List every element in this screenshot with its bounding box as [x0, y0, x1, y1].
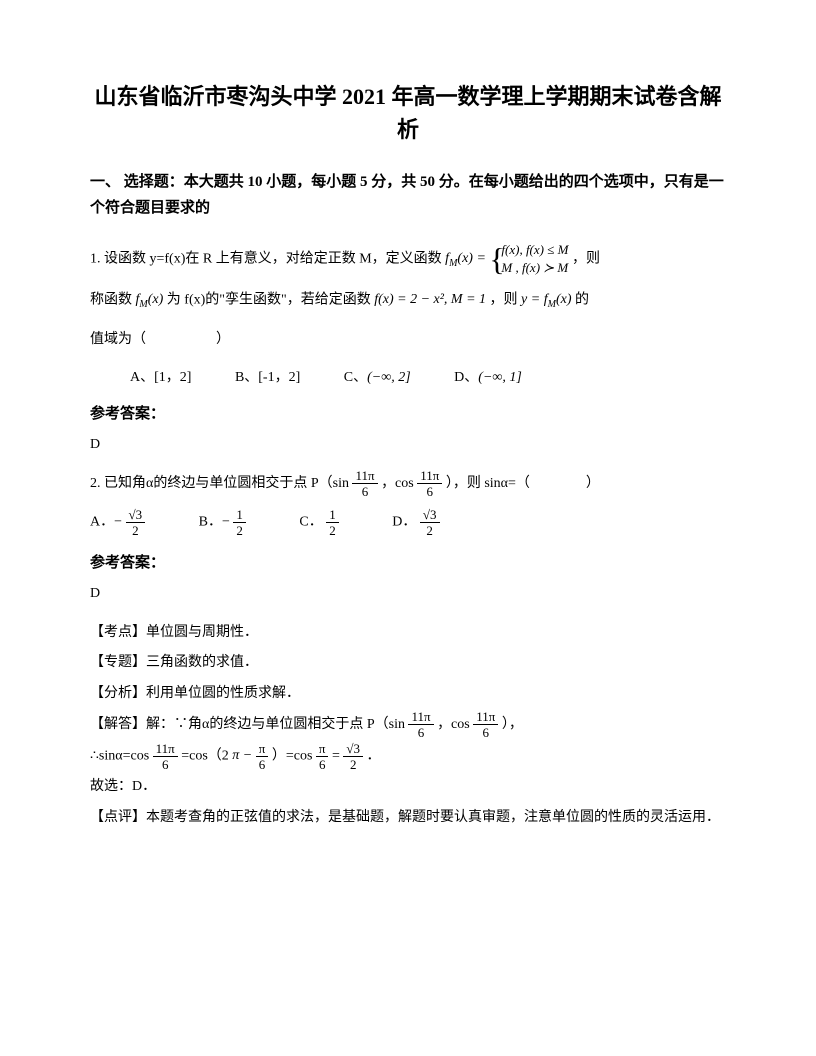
q2-jieda-frac2: 11π 6: [473, 710, 498, 739]
q2-opt-c: C． 12: [299, 508, 338, 537]
q1-fx: f(x) = 2 − x², M = 1: [374, 285, 486, 316]
q1-answer-label: 参考答案：: [90, 402, 726, 423]
question-1-line2: 称函数 fM(x) 为 f(x)的"孪生函数"，若给定函数 f(x) = 2 −…: [90, 285, 726, 316]
q2-opt-a: A．− √32: [90, 508, 145, 537]
q1-fmx: fM(x): [136, 285, 164, 316]
q1-brace-formula: f(x), f(x) ≤ M M , f(x) ≻ M: [489, 241, 568, 277]
q2-zhuanti: 【专题】三角函数的求值．: [90, 648, 726, 679]
q2-frac1: 11π 6: [352, 469, 377, 498]
q1-text-start: 1. 设函数 y=f(x)在 R 上有意义，对给定正数 M，定义函数: [90, 251, 442, 266]
question-1: 1. 设函数 y=f(x)在 R 上有意义，对给定正数 M，定义函数 fM(x)…: [90, 241, 726, 277]
q1-yfm: y = fM(x): [521, 285, 571, 316]
q1-opt-b: B、[-1，2]: [235, 364, 300, 392]
q1-formula-fm: fM(x) =: [445, 244, 486, 275]
question-2: 2. 已知角α的终边与单位圆相交于点 P（sin 11π 6 ，cos 11π …: [90, 469, 726, 500]
q2-dianping: 【点评】本题考查角的正弦值的求法，是基础题，解题时要认真审题，注意单位圆的性质的…: [90, 803, 726, 834]
q2-l2-frac4: √3 2: [343, 742, 363, 771]
q2-kaodian: 【考点】单位圆与周期性．: [90, 618, 726, 649]
q1-opt-a: A、[1，2]: [130, 364, 191, 392]
q1-options: A、[1，2] B、[-1，2] C、(−∞, 2] D、(−∞, 1]: [90, 364, 726, 392]
q2-jieda-frac1: 11π 6: [408, 710, 433, 739]
question-1-line3: 值域为（ ）: [90, 325, 726, 356]
q1-answer: D: [90, 437, 726, 453]
q2-answer: D: [90, 586, 726, 602]
page-title: 山东省临沂市枣沟头中学 2021 年高一数学理上学期期末试卷含解析: [90, 80, 726, 146]
q2-l2-frac2: π 6: [256, 742, 269, 771]
section-header: 一、 选择题：本大题共 10 小题，每小题 5 分，共 50 分。在每小题给出的…: [90, 170, 726, 221]
q2-guxuan: 故选：D．: [90, 772, 726, 803]
q2-opt-d: D． √32: [392, 508, 439, 537]
q2-l2-frac3: π 6: [316, 742, 329, 771]
q2-jieda-line1: 【解答】解：∵角α的终边与单位圆相交于点 P（sin 11π 6 ，cos 11…: [90, 710, 726, 741]
q2-frac2: 11π 6: [417, 469, 442, 498]
q1-opt-d: D、(−∞, 1]: [454, 364, 522, 392]
q2-answer-label: 参考答案：: [90, 551, 726, 572]
q2-l2-frac1: 11π 6: [153, 742, 178, 771]
q2-jieda-line2: ∴sinα=cos 11π 6 =cos（2 π − π 6 ）=cos π 6…: [90, 741, 726, 772]
q1-opt-c: C、(−∞, 2]: [344, 364, 411, 392]
q2-options: A．− √32 B．− 12 C． 12 D． √32: [90, 508, 726, 537]
q2-fenxi: 【分析】利用单位圆的性质求解．: [90, 679, 726, 710]
q1-text-after: ，则: [572, 251, 600, 266]
q2-opt-b: B．− 12: [199, 508, 246, 537]
